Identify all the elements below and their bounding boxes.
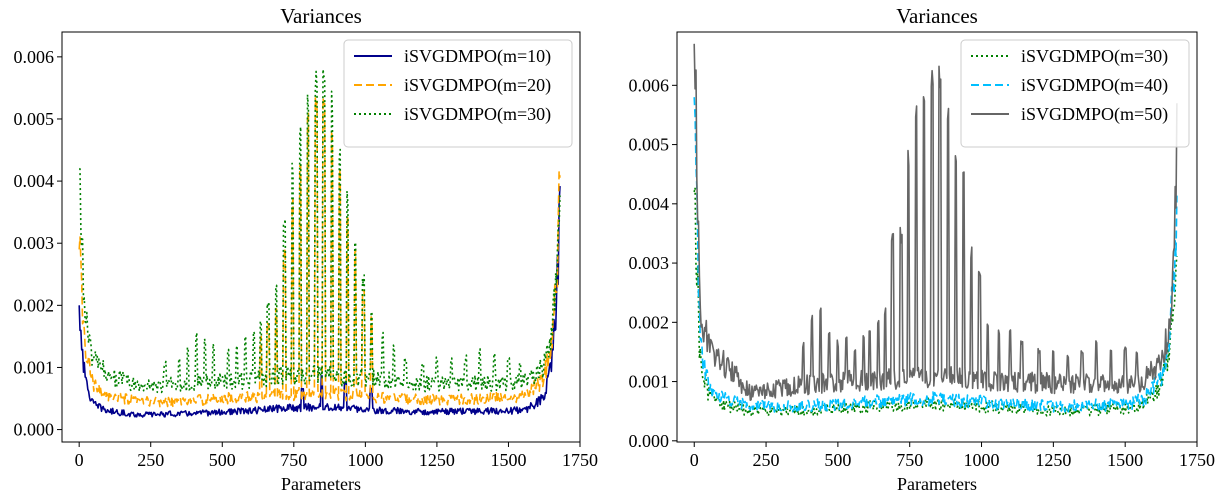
y-tick-label: 0.000 xyxy=(629,431,670,451)
y-tick-label: 0.004 xyxy=(629,194,670,214)
x-tick-label: 1250 xyxy=(1035,450,1071,470)
x-tick-label: 1750 xyxy=(1179,450,1215,470)
y-tick-label: 0.001 xyxy=(629,372,670,392)
x-tick-label: 750 xyxy=(280,450,307,470)
y-tick-label: 0.004 xyxy=(14,171,55,191)
x-axis-label: Parameters xyxy=(281,474,361,494)
series-line-isvgdmpo-m-30- xyxy=(79,68,561,394)
legend-label: iSVGDMPO(m=40) xyxy=(1021,75,1168,96)
x-tick-label: 0 xyxy=(75,450,84,470)
x-tick-label: 1500 xyxy=(490,450,526,470)
chart-title: Variances xyxy=(280,4,362,28)
legend: iSVGDMPO(m=10) iSVGDMPO(m=20) iSVGDMPO(m=3… xyxy=(343,39,573,148)
y-tick-label: 0.001 xyxy=(14,357,55,377)
legend-box xyxy=(343,39,573,148)
axes-frame xyxy=(61,31,581,443)
x-tick-label: 250 xyxy=(137,450,164,470)
y-tick-label: 0.003 xyxy=(629,253,670,273)
legend-label: iSVGDMPO(m=30) xyxy=(404,104,551,125)
x-tick-label: 1750 xyxy=(562,450,598,470)
series-line-isvgdmpo-m-40- xyxy=(693,97,1178,413)
x-tick-label: 500 xyxy=(209,450,236,470)
series-group xyxy=(78,68,561,418)
x-tick-label: 250 xyxy=(753,450,780,470)
y-tick-label: 0.006 xyxy=(629,75,670,95)
legend-label: iSVGDMPO(m=30) xyxy=(1021,46,1168,67)
y-tick-label: 0.005 xyxy=(629,135,670,155)
legend-label: iSVGDMPO(m=50) xyxy=(1021,104,1168,125)
series-line-isvgdmpo-m-20- xyxy=(78,97,561,408)
series-group xyxy=(693,43,1178,418)
axes-frame xyxy=(676,31,1198,443)
legend: iSVGDMPO(m=30) iSVGDMPO(m=40) iSVGDMPO(m=5… xyxy=(960,39,1190,148)
legend-box xyxy=(960,39,1190,148)
legend-label: iSVGDMPO(m=10) xyxy=(404,46,551,67)
legend-label: iSVGDMPO(m=20) xyxy=(404,75,551,96)
y-tick-label: 0.006 xyxy=(14,47,55,67)
x-axis-label: Parameters xyxy=(897,474,977,494)
x-tick-label: 1000 xyxy=(964,450,1000,470)
x-tick-label: 500 xyxy=(824,450,851,470)
x-tick-label: 1000 xyxy=(347,450,383,470)
y-tick-label: 0.005 xyxy=(14,109,55,129)
right-chart-panel: Variances 0 250 500 750 1000 1250 1500 1750 0.000… xyxy=(629,4,1216,494)
chart-title: Variances xyxy=(896,4,978,28)
y-tick-label: 0.002 xyxy=(14,295,55,315)
series-line-isvgdmpo-m-10- xyxy=(78,186,561,418)
y-tick-label: 0.002 xyxy=(629,312,670,332)
series-line-isvgdmpo-m-50- xyxy=(693,43,1178,402)
x-tick-label: 750 xyxy=(896,450,923,470)
x-tick-label: 1500 xyxy=(1107,450,1143,470)
y-tick-label: 0.003 xyxy=(14,233,55,253)
x-tick-label: 1250 xyxy=(419,450,455,470)
y-tick-label: 0.000 xyxy=(14,420,55,440)
x-tick-label: 0 xyxy=(690,450,699,470)
left-chart-panel: Variances 0 250 500 750 1000 1250 1500 1750 0.000… xyxy=(14,4,599,494)
